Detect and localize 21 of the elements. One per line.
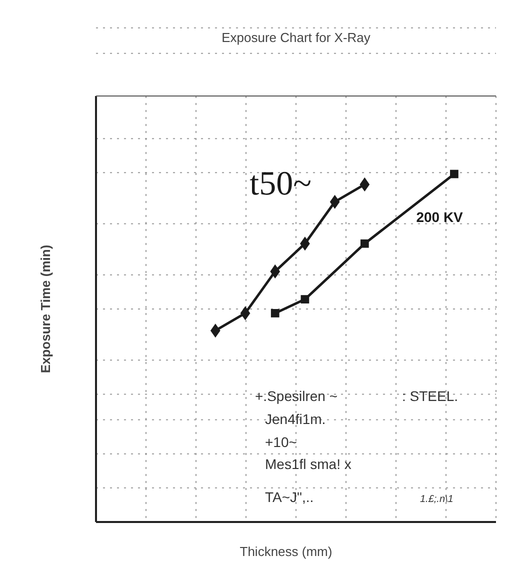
point — [270, 309, 280, 318]
annotation: : STEEL. — [402, 388, 458, 404]
point — [210, 324, 220, 338]
annotation: Mes1fl sma! x — [265, 456, 352, 472]
annotation: 1.£;.n\1 — [420, 494, 454, 505]
point — [450, 170, 458, 178]
annotation: +.Spesilren ~ — [255, 388, 338, 404]
chart-title: Exposure Chart for X-Ray — [222, 30, 371, 45]
point — [240, 306, 250, 320]
annotation: Jen4fi1m. — [265, 411, 326, 427]
y-axis-title: Exposure Time (min) — [38, 244, 53, 374]
point — [300, 295, 310, 304]
point — [270, 264, 280, 278]
point — [330, 194, 340, 209]
x-axis-title: Thickness (mm) — [240, 544, 332, 559]
annotation: +10~ — [265, 434, 297, 450]
point — [360, 239, 369, 248]
point — [360, 177, 370, 192]
series-label: 200 KV — [416, 209, 464, 225]
annotation: TA~J",.. — [265, 489, 314, 505]
series-label: t50~ — [250, 165, 312, 202]
